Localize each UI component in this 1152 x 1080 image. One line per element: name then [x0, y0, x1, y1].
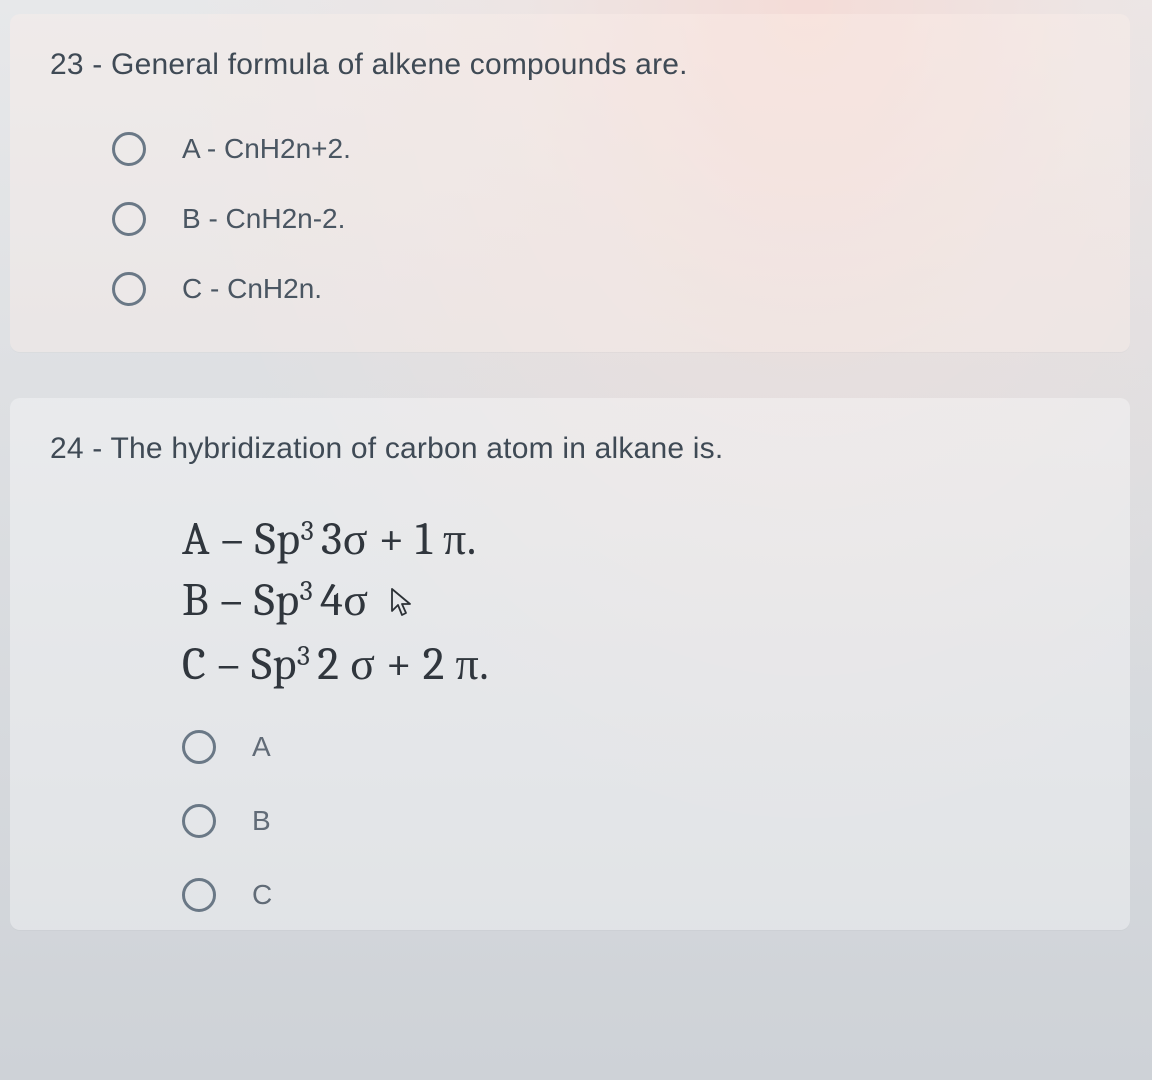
radio-icon[interactable]: [182, 804, 216, 838]
cursor-icon: [389, 575, 415, 636]
question-card-24: 24 - The hybridization of carbon atom in…: [10, 398, 1130, 930]
options-group-23: A - CnH2n+2. B - CnH2n-2. C - CnH2n.: [50, 132, 1090, 306]
quiz-screen: 23 - General formula of alkene compounds…: [0, 0, 1152, 1080]
formula-text: A – Sp: [182, 513, 301, 566]
option-row-23-c[interactable]: C - CnH2n.: [112, 272, 1090, 306]
option-label: A: [252, 731, 272, 763]
radio-icon[interactable]: [182, 878, 216, 912]
radio-icon[interactable]: [112, 272, 146, 306]
option-row-23-b[interactable]: B - CnH2n-2.: [112, 202, 1090, 236]
option-label: C: [252, 879, 273, 911]
option-row-24-c[interactable]: C: [182, 878, 1090, 912]
radio-icon[interactable]: [112, 202, 146, 236]
formula-line-c: C – Sp3 2 σ + 2 π.: [182, 635, 1090, 696]
formula-block-24: A – Sp3 3σ + 1 π. B – Sp3 4σ C – Sp3 2 σ…: [50, 510, 1090, 696]
options-group-24: A B C: [50, 730, 1090, 912]
option-label: B - CnH2n-2.: [182, 203, 345, 235]
formula-line-b: B – Sp3 4σ: [182, 571, 1090, 636]
formula-sup: 3: [301, 515, 321, 548]
formula-sup: 3: [297, 640, 317, 673]
radio-icon[interactable]: [112, 132, 146, 166]
option-row-23-a[interactable]: A - CnH2n+2.: [112, 132, 1090, 166]
formula-text: 2 σ + 2 π.: [317, 638, 489, 691]
formula-sup: 3: [300, 575, 320, 608]
formula-text: B – Sp: [182, 574, 300, 627]
question-title-23: 23 - General formula of alkene compounds…: [50, 48, 1090, 82]
formula-line-a: A – Sp3 3σ + 1 π.: [182, 510, 1090, 571]
formula-text: C – Sp: [182, 638, 297, 691]
radio-icon[interactable]: [182, 730, 216, 764]
option-label: A - CnH2n+2.: [182, 133, 351, 165]
option-label: B: [252, 805, 272, 837]
option-row-24-b[interactable]: B: [182, 804, 1090, 838]
question-card-23: 23 - General formula of alkene compounds…: [10, 14, 1130, 352]
option-row-24-a[interactable]: A: [182, 730, 1090, 764]
formula-text: 4σ: [320, 574, 368, 627]
formula-text: 3σ + 1 π.: [321, 513, 477, 566]
question-title-24: 24 - The hybridization of carbon atom in…: [50, 432, 1090, 466]
option-label: C - CnH2n.: [182, 273, 322, 305]
